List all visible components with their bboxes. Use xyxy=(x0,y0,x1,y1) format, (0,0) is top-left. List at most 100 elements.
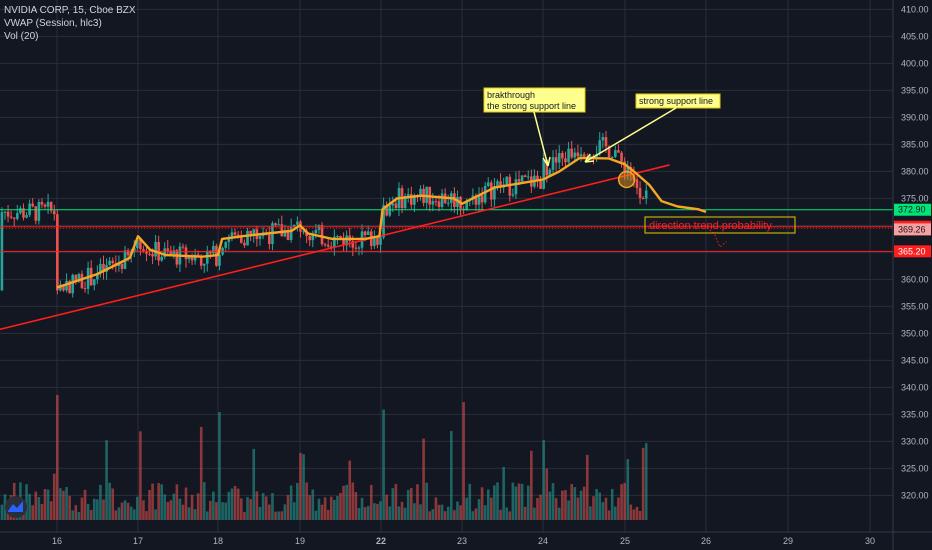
candle-body xyxy=(249,230,252,235)
volume-bar xyxy=(117,507,121,520)
candle-body xyxy=(74,274,78,282)
volume-bar xyxy=(299,452,302,520)
candle-body xyxy=(425,186,428,203)
volume-bar xyxy=(373,503,376,520)
volume-bar xyxy=(511,482,515,520)
vwap-indicator-label[interactable]: VWAP (Session, hlc3) xyxy=(4,18,102,29)
volume-bar xyxy=(554,498,558,520)
candle-body xyxy=(391,203,395,206)
time-tick-label: 19 xyxy=(295,536,305,546)
volume-bar xyxy=(62,490,65,520)
volume-bar xyxy=(598,492,602,520)
candle-body xyxy=(413,195,416,205)
volume-bar xyxy=(604,497,608,520)
volume-bar xyxy=(199,426,203,520)
volume-bar xyxy=(508,511,512,520)
volume-bar xyxy=(530,450,533,520)
volume-bar xyxy=(342,485,345,520)
time-tick-label: 29 xyxy=(783,536,793,546)
volume-bar xyxy=(564,490,567,520)
volume-bar xyxy=(526,485,530,520)
volume-bar xyxy=(579,490,583,520)
candle-body xyxy=(483,186,487,203)
candle-body xyxy=(6,211,10,217)
candle-body xyxy=(576,152,580,157)
candle-body xyxy=(62,284,65,291)
volume-bar xyxy=(120,502,124,520)
volume-bar xyxy=(567,500,570,520)
volume-bar xyxy=(536,498,539,520)
time-tick-label: 16 xyxy=(52,536,62,546)
volume-bar xyxy=(181,504,185,520)
candle-body xyxy=(604,137,608,147)
volume-bar xyxy=(160,484,163,520)
volume-bar xyxy=(336,496,339,520)
candle-body xyxy=(437,201,441,207)
candle-body xyxy=(172,250,176,255)
candle-body xyxy=(268,234,271,244)
volume-bar xyxy=(623,482,626,520)
volume-bar xyxy=(557,507,561,520)
support-annotation xyxy=(635,93,721,109)
volume-bar xyxy=(314,510,318,520)
volume-bar xyxy=(585,454,589,520)
volume-bar xyxy=(28,493,31,520)
time-axis[interactable]: 16 17 18 19 22 23 24 25 26 29 30 xyxy=(0,531,932,546)
volume-bar xyxy=(357,507,361,520)
volume-bar xyxy=(505,507,509,520)
candle-body xyxy=(126,250,130,256)
price-axis[interactable]: 410.00 405.00 400.00 395.00 390.00 385.00 380.… xyxy=(892,0,931,550)
volume-bar xyxy=(252,448,256,520)
candle-body xyxy=(385,205,388,216)
candle-body xyxy=(286,230,290,241)
volume-bar xyxy=(425,482,428,520)
volume-bar xyxy=(52,473,56,520)
candle-body xyxy=(536,175,539,180)
volume-bar xyxy=(74,505,78,520)
volume-bar xyxy=(40,504,44,520)
candle-body xyxy=(154,241,157,257)
time-tick-label: 22 xyxy=(376,536,386,546)
price-tick-label: 325.00 xyxy=(901,463,929,473)
candle-body xyxy=(382,205,385,238)
price-tag-label: 369.26 xyxy=(898,224,926,234)
volume-bar xyxy=(68,495,71,520)
volume-bar xyxy=(65,487,68,520)
volume-bar xyxy=(59,488,62,520)
symbol-title[interactable]: NVIDIA CORP, 15, Cboe BZX xyxy=(4,5,136,16)
candle-body xyxy=(635,179,639,188)
candle-body xyxy=(218,254,221,266)
volume-bar xyxy=(348,460,352,520)
volume-indicator-label[interactable]: Vol (20) xyxy=(4,31,39,42)
candle-body xyxy=(477,195,481,205)
volume-bar xyxy=(617,497,620,520)
candle-body xyxy=(71,274,75,294)
candle-body xyxy=(474,195,478,205)
price-tick-label: 330.00 xyxy=(901,436,929,446)
volume-bar xyxy=(286,495,290,520)
candle-body xyxy=(610,156,614,158)
volume-bar xyxy=(379,501,382,520)
candle-body xyxy=(542,159,545,189)
volume-bar xyxy=(190,494,194,520)
volume-bar xyxy=(302,454,305,520)
candle-body xyxy=(181,246,185,248)
volume-bar xyxy=(388,506,392,520)
price-tick-label: 335.00 xyxy=(901,409,929,419)
candle-body xyxy=(388,205,392,216)
volume-bar xyxy=(157,483,160,520)
candle-body xyxy=(136,238,139,248)
volume-bar xyxy=(394,484,398,520)
volume-bar xyxy=(400,501,404,520)
volume-bar xyxy=(629,504,633,520)
volume-bar xyxy=(589,506,592,520)
candle-body xyxy=(22,208,25,218)
candle-body xyxy=(148,253,151,255)
volume-bar xyxy=(326,509,330,520)
volume-bars xyxy=(0,395,648,520)
candle-body xyxy=(9,216,13,218)
volume-bar xyxy=(233,486,237,520)
volume-bar xyxy=(573,487,577,520)
volume-bar xyxy=(406,489,410,520)
